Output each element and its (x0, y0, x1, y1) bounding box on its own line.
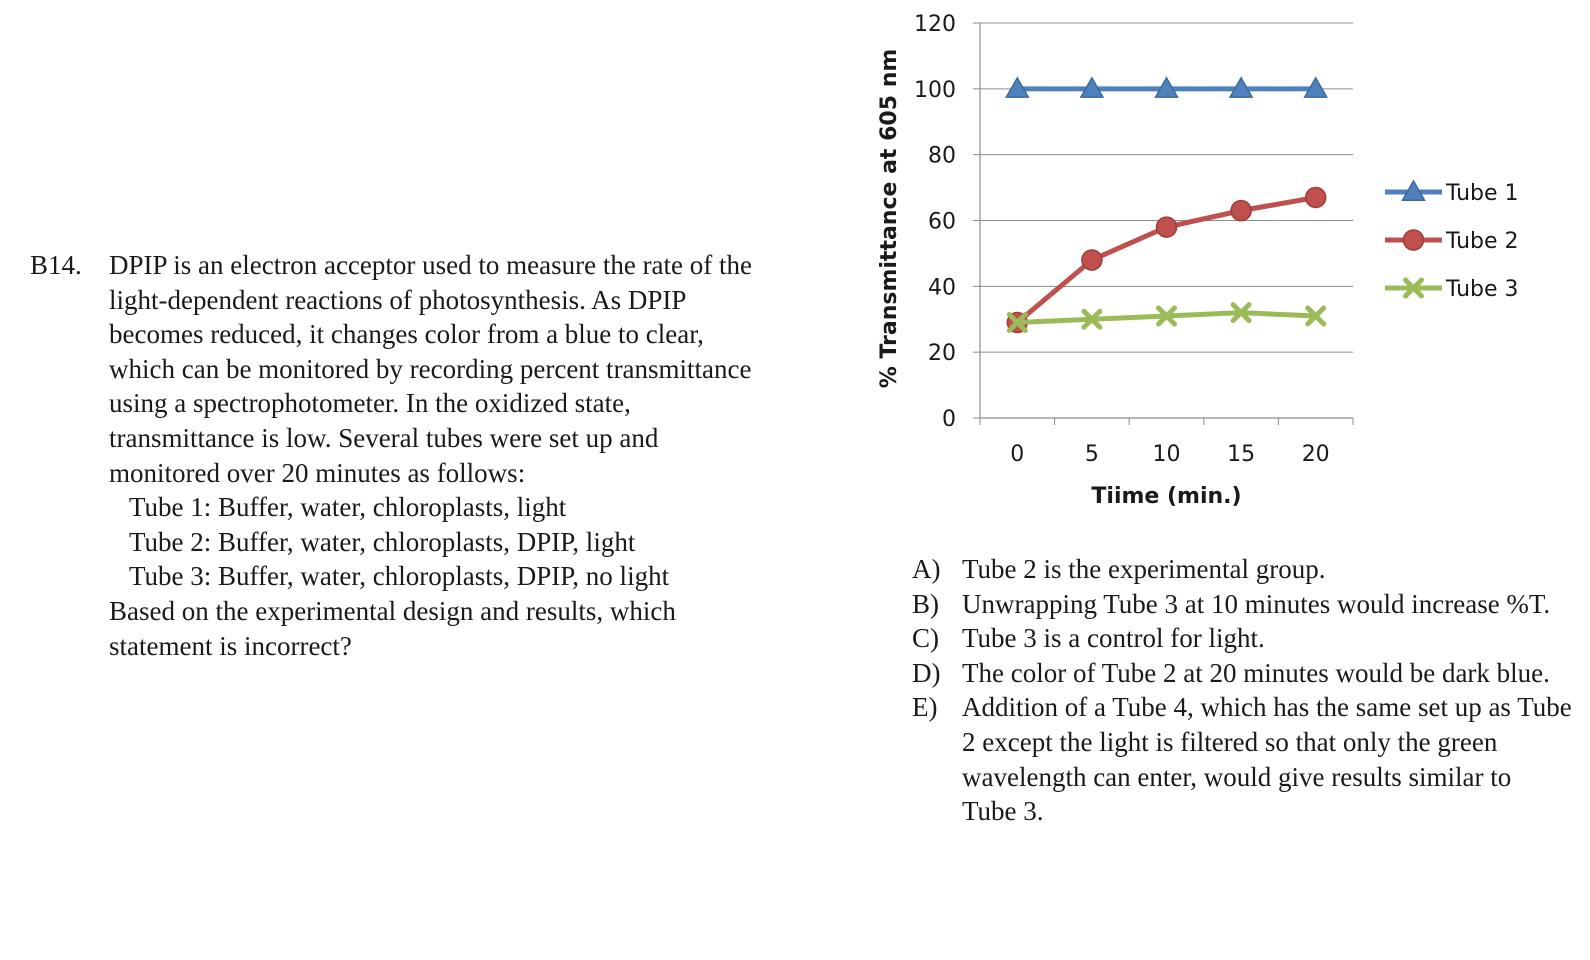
chart-legend: Tube 1 Tube 2 Tube 3 (1385, 179, 1519, 302)
data-point (1230, 199, 1252, 222)
data-point (1079, 76, 1105, 98)
tube-item-2: Tube 2: Buffer, water, chloroplasts, DPI… (129, 526, 636, 557)
legend-item-tube-1: Tube 1 (1385, 179, 1519, 206)
answer-choice-a[interactable]: A) Tube 2 is the experimental group. (912, 552, 1572, 587)
answer-choice-b[interactable]: B) Unwrapping Tube 3 at 10 minutes would… (912, 587, 1572, 622)
y-axis-label: % Transmittance at 605 nm (877, 49, 902, 389)
legend-label: Tube 1 (1445, 181, 1519, 206)
data-point (1081, 308, 1103, 330)
answer-text: Tube 2 is the experimental group. (962, 554, 1326, 584)
data-point (1303, 76, 1328, 98)
data-point (1155, 216, 1178, 238)
x-axis-label: Tiime (min.) (1091, 484, 1241, 509)
answer-letter: C) (912, 623, 939, 654)
tube-list: Tube 1: Buffer, water, chloroplasts, lig… (30, 490, 770, 594)
y-tick-label: 0 (942, 407, 956, 432)
x-marker-stroke (1156, 305, 1177, 327)
series-tube-1 (1005, 76, 1328, 98)
answer-letter: B) (912, 588, 939, 619)
x-marker-stroke (1006, 312, 1028, 334)
x-tick-label: 0 (1010, 442, 1024, 467)
answer-choice-d[interactable]: D) The color of Tube 2 at 20 minutes wou… (912, 656, 1572, 691)
question-number: B14. (30, 250, 82, 280)
legend-marker (1402, 229, 1425, 251)
question-header: B14. DPIP is an electron acceptor used t… (30, 248, 770, 490)
chart-series (1005, 76, 1328, 334)
data-point (1305, 305, 1327, 327)
answer-letter: E) (912, 692, 938, 723)
question-prompt: Based on the experimental design and res… (109, 595, 676, 661)
data-point (1081, 249, 1103, 271)
answer-letter: A) (912, 554, 941, 584)
data-point (1230, 302, 1252, 324)
y-tick-label: 120 (914, 12, 956, 37)
y-tick-label: 80 (928, 144, 956, 169)
answer-text: Addition of a Tube 4, which has the same… (962, 692, 1572, 827)
answer-text: Unwrapping Tube 3 at 10 minutes would in… (962, 588, 1551, 619)
legend-item-tube-3: Tube 3 (1385, 277, 1519, 302)
answer-choice-c[interactable]: C) Tube 3 is a control for light. (912, 621, 1572, 656)
legend-item-tube-2: Tube 2 (1385, 229, 1519, 254)
answer-choices: A) Tube 2 is the experimental group. B) … (912, 552, 1572, 829)
legend-marker (1401, 179, 1426, 201)
data-point (1006, 312, 1028, 334)
data-point (1228, 76, 1254, 98)
x-tick-label: 5 (1085, 442, 1099, 467)
tube-item-3: Tube 3: Buffer, water, chloroplasts, DPI… (129, 561, 670, 592)
question-stem: DPIP is an electron acceptor used to mea… (109, 250, 753, 488)
series-tube-2 (1006, 186, 1327, 334)
x-marker-stroke (1230, 302, 1252, 324)
data-point (1156, 305, 1177, 327)
data-point (1005, 76, 1030, 98)
answer-choice-e[interactable]: E) Addition of a Tube 4, which has the s… (912, 690, 1572, 828)
legend-label: Tube 2 (1445, 229, 1519, 254)
x-marker-stroke (1403, 277, 1424, 299)
chart-grid (980, 22, 1353, 353)
x-tick-label: 10 (1153, 442, 1181, 467)
data-point (1154, 76, 1179, 98)
x-tick-label: 15 (1227, 442, 1255, 467)
x-tick-labels: 0 5 10 15 20 (1010, 442, 1329, 467)
chart-axes (973, 22, 1354, 425)
series-tube-3 (1006, 302, 1327, 334)
y-tick-label: 40 (928, 275, 956, 300)
tube-item-1: Tube 1: Buffer, water, chloroplasts, lig… (129, 492, 567, 523)
legend-marker (1403, 277, 1424, 299)
y-tick-label: 20 (928, 341, 956, 366)
x-marker-stroke (1305, 305, 1327, 327)
answer-text: The color of Tube 2 at 20 minutes would … (962, 657, 1550, 688)
legend-label: Tube 3 (1445, 277, 1519, 302)
data-point (1304, 186, 1327, 209)
answer-letter: D) (912, 657, 941, 688)
y-tick-label: 60 (928, 210, 956, 235)
question: B14. DPIP is an electron acceptor used t… (30, 248, 770, 663)
x-marker-stroke (1081, 308, 1103, 330)
y-tick-labels: 0 20 40 60 80 100 120 (914, 12, 956, 432)
y-tick-label: 100 (914, 78, 956, 103)
answer-text: Tube 3 is a control for light. (962, 623, 1265, 654)
x-tick-label: 20 (1302, 442, 1330, 467)
series-line (1015, 194, 1317, 325)
